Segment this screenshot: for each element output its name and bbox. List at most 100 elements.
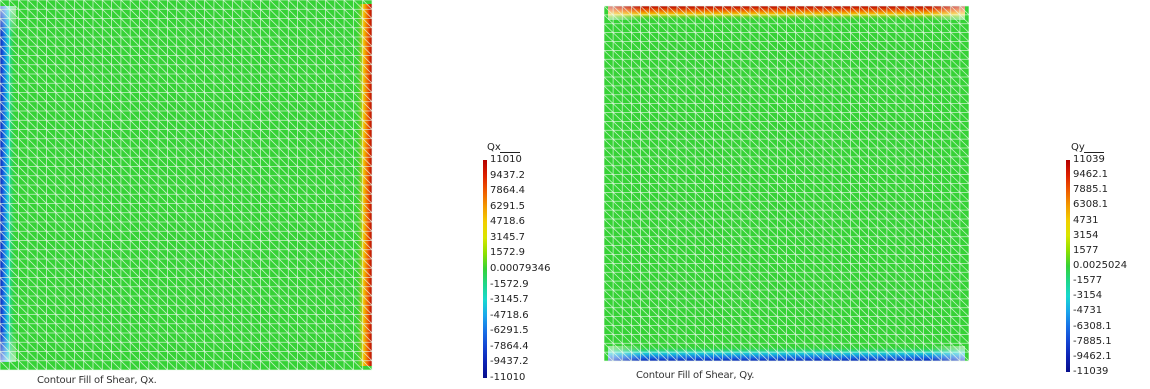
mesh-line bbox=[0, 73, 298, 371]
mesh-line bbox=[0, 175, 196, 371]
mesh-line bbox=[603, 298, 669, 362]
mesh-line bbox=[603, 147, 824, 362]
mesh-line bbox=[334, 0, 373, 38]
mesh-line bbox=[603, 263, 705, 362]
mesh-line bbox=[603, 32, 942, 362]
mesh-line bbox=[64, 0, 373, 306]
mesh-line bbox=[603, 112, 860, 362]
mesh-line bbox=[0, 138, 233, 371]
mesh-line bbox=[840, 5, 970, 131]
mesh-line bbox=[0, 360, 10, 371]
mesh-line bbox=[315, 0, 373, 56]
mesh-line bbox=[603, 218, 751, 362]
legend-tick-label: 3145.7 bbox=[490, 231, 525, 243]
mesh-line bbox=[0, 64, 308, 371]
mesh-line bbox=[603, 307, 660, 362]
legend-title-qx: Qx bbox=[487, 142, 501, 153]
legend-tick-label: -4718.6 bbox=[490, 309, 529, 321]
mesh-line bbox=[195, 0, 373, 177]
mesh-line bbox=[0, 166, 205, 371]
mesh-line bbox=[813, 5, 970, 158]
mesh-line bbox=[362, 0, 373, 10]
mesh-line bbox=[0, 240, 131, 371]
mesh-line bbox=[603, 200, 769, 362]
mesh-line bbox=[603, 156, 815, 362]
mesh-line bbox=[640, 5, 970, 326]
mesh-line bbox=[232, 0, 373, 140]
mesh-line bbox=[0, 267, 103, 371]
mesh-line bbox=[0, 36, 336, 371]
mesh-line bbox=[120, 0, 373, 251]
mesh-line bbox=[631, 5, 970, 335]
legend-tick-label: -11039 bbox=[1073, 366, 1109, 377]
mesh-line bbox=[603, 165, 806, 362]
mesh-line bbox=[676, 5, 970, 291]
mesh-line bbox=[0, 0, 373, 371]
mesh-line bbox=[603, 209, 760, 362]
legend-title-rule-qx bbox=[500, 152, 520, 153]
mesh-line bbox=[204, 0, 373, 167]
mesh-line bbox=[0, 286, 84, 371]
mesh-line bbox=[157, 0, 373, 214]
legend-title-qy: Qy bbox=[1071, 142, 1085, 153]
mesh-line bbox=[603, 351, 614, 362]
mesh-line bbox=[603, 334, 632, 362]
mesh-line bbox=[0, 193, 177, 371]
mesh-line bbox=[603, 280, 687, 362]
mesh-line bbox=[0, 295, 75, 371]
mesh-line bbox=[0, 249, 122, 371]
mesh-line bbox=[213, 0, 373, 158]
mesh-line bbox=[148, 0, 373, 223]
legend-tick-label: -3154 bbox=[1073, 290, 1103, 302]
mesh-line bbox=[343, 0, 373, 29]
mesh-line bbox=[288, 0, 373, 84]
mesh-line bbox=[603, 121, 851, 362]
legend-tick-label: 9437.2 bbox=[490, 169, 525, 181]
legend-tick-label: 0.00079346 bbox=[490, 263, 551, 274]
mesh-line bbox=[0, 110, 261, 371]
mesh-line bbox=[822, 5, 970, 149]
mesh-line bbox=[0, 203, 168, 371]
mesh-line bbox=[603, 41, 933, 362]
mesh-line bbox=[850, 5, 970, 122]
mesh-line bbox=[941, 5, 970, 33]
mesh-line bbox=[603, 138, 833, 362]
legend-tick-label: 7885.1 bbox=[1073, 184, 1108, 196]
legend-tick-label: -4731 bbox=[1073, 305, 1103, 317]
mesh-line bbox=[0, 230, 140, 371]
mesh-line bbox=[55, 0, 373, 315]
mesh-line bbox=[603, 245, 723, 362]
mesh-line bbox=[704, 5, 970, 264]
mesh-line bbox=[0, 184, 187, 371]
mesh-line bbox=[603, 5, 970, 362]
mesh-line bbox=[278, 0, 373, 93]
mesh-line bbox=[0, 212, 159, 371]
mesh-line bbox=[603, 271, 696, 362]
mesh-line bbox=[603, 58, 915, 362]
mesh-line bbox=[932, 5, 970, 42]
mesh-line bbox=[0, 323, 47, 371]
legend-tick-label: 4731 bbox=[1073, 214, 1099, 226]
mesh-line bbox=[167, 0, 373, 204]
legend-tick-label: -1577 bbox=[1073, 275, 1103, 287]
mesh-line bbox=[176, 0, 373, 195]
legend-tick-label: 4718.6 bbox=[490, 216, 525, 228]
legend-title-rule-qy bbox=[1084, 152, 1104, 153]
color-scale-bar-qx bbox=[483, 160, 487, 378]
mesh-line bbox=[767, 5, 970, 202]
mesh-line bbox=[241, 0, 373, 130]
mesh-canvas-qx bbox=[0, 0, 373, 371]
mesh-line bbox=[269, 0, 373, 103]
mesh-line bbox=[612, 5, 970, 353]
mesh-grid-qx bbox=[0, 0, 373, 371]
mesh-line bbox=[749, 5, 970, 220]
mesh-line bbox=[603, 94, 879, 362]
mesh-line bbox=[0, 55, 317, 371]
mesh-line bbox=[74, 0, 373, 297]
mesh-line bbox=[603, 103, 869, 362]
legend-tick-label: 11039 bbox=[1073, 154, 1105, 165]
mesh-line bbox=[0, 82, 289, 371]
mesh-line bbox=[731, 5, 970, 238]
mesh-line bbox=[83, 0, 373, 288]
legend-tick-label: -9437.2 bbox=[490, 356, 529, 368]
